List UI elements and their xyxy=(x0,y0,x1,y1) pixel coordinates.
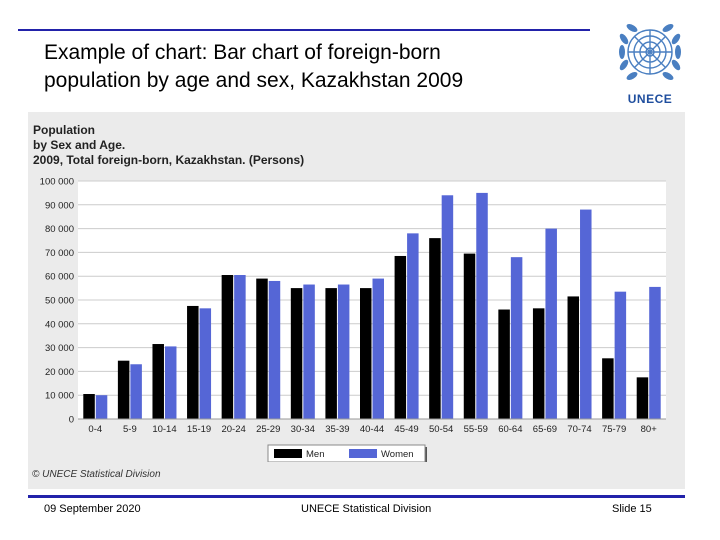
footer-slide-number: Slide 15 xyxy=(612,503,652,515)
bar-men xyxy=(325,288,337,419)
unece-logo: UNECE xyxy=(608,12,692,108)
x-tick-label: 0-4 xyxy=(88,424,102,435)
chart-title-line3: 2009, Total foreign-born, Kazakhstan. (P… xyxy=(33,153,305,167)
x-tick-label: 55-59 xyxy=(464,424,488,435)
bar-women xyxy=(476,192,488,419)
y-tick-label: 80 000 xyxy=(45,224,74,235)
x-tick-label: 45-49 xyxy=(394,424,418,435)
top-rule xyxy=(18,29,590,31)
bar-men xyxy=(221,275,234,419)
bar-women xyxy=(545,228,557,419)
bar-women xyxy=(234,275,246,419)
footer-date: 09 September 2020 xyxy=(44,503,141,515)
bar-men xyxy=(463,253,476,419)
bar-women xyxy=(372,278,384,419)
bar-men xyxy=(256,278,268,419)
y-tick-label: 100 000 xyxy=(40,177,74,188)
y-tick-label: 40 000 xyxy=(45,319,74,330)
bar-women xyxy=(407,233,419,419)
bottom-rule xyxy=(28,495,685,498)
bar-women xyxy=(614,291,627,419)
bar-men xyxy=(498,309,510,419)
x-tick-label: 50-54 xyxy=(429,424,453,435)
legend-swatch-women xyxy=(349,449,377,458)
bar-men xyxy=(567,296,580,419)
bar-women xyxy=(337,284,350,419)
x-tick-label: 5-9 xyxy=(123,424,137,435)
bar-women xyxy=(268,280,281,419)
x-tick-label: 30-34 xyxy=(291,424,315,435)
x-tick-label: 60-64 xyxy=(498,424,522,435)
bar-women xyxy=(441,195,454,419)
bar-men xyxy=(360,288,372,419)
x-tick-label: 70-74 xyxy=(567,424,591,435)
chart-title: Population by Sex and Age. 2009, Total f… xyxy=(33,123,304,168)
legend-box xyxy=(267,444,426,462)
bar-women xyxy=(164,346,177,419)
footer-org: UNECE Statistical Division xyxy=(301,503,432,515)
chart-panel: Population by Sex and Age. 2009, Total f… xyxy=(28,112,685,489)
chart-title-line2: by Sex and Age. xyxy=(33,138,126,152)
legend-label-men: Men xyxy=(306,449,324,460)
logo-text: UNECE xyxy=(627,92,673,106)
y-tick-label: 70 000 xyxy=(45,248,74,259)
slide-title-line1: Example of chart: Bar chart of foreign-b… xyxy=(44,41,441,64)
bar-men xyxy=(602,358,614,419)
bar-women xyxy=(510,257,523,419)
bar-men xyxy=(187,305,199,419)
bar-men xyxy=(636,377,649,419)
bar-men xyxy=(532,308,545,419)
bar-chart: 0 10 000 20 000 30 000 40 000 50 000 60 000 70 … xyxy=(40,177,666,462)
bar-women xyxy=(95,395,108,419)
x-tick-label: 75-79 xyxy=(602,424,626,435)
bar-men xyxy=(83,394,95,419)
x-tick-label: 35-39 xyxy=(325,424,349,435)
x-tick-label: 25-29 xyxy=(256,424,280,435)
bar-women xyxy=(649,286,661,419)
bar-men xyxy=(152,344,164,419)
legend-label-women: Women xyxy=(381,449,414,460)
bar-men xyxy=(117,360,130,419)
x-tick-label: 10-14 xyxy=(152,424,176,435)
bar-women xyxy=(303,284,315,419)
un-emblem-icon xyxy=(619,24,681,80)
bar-men xyxy=(394,255,407,419)
x-tick-label: 20-24 xyxy=(221,424,245,435)
y-tick-label: 20 000 xyxy=(45,367,74,378)
bar-men xyxy=(429,238,441,419)
x-tick-label: 65-69 xyxy=(533,424,557,435)
y-tick-label: 30 000 xyxy=(45,343,74,354)
x-tick-label: 15-19 xyxy=(187,424,211,435)
y-tick-label: 90 000 xyxy=(45,200,74,211)
bar-women xyxy=(199,308,212,419)
x-tick-label: 80+ xyxy=(641,424,658,435)
bar-men xyxy=(290,288,303,419)
y-tick-label: 0 xyxy=(69,415,74,426)
copyright-credit: © UNECE Statistical Division xyxy=(32,469,161,480)
slide-title-line2: population by age and sex, Kazakhstan 20… xyxy=(44,69,464,92)
legend-swatch-men xyxy=(274,449,302,458)
slide-title: Example of chart: Bar chart of foreign-b… xyxy=(44,39,589,95)
bar-women xyxy=(580,209,592,419)
chart-title-line1: Population xyxy=(33,123,95,137)
bar-women xyxy=(130,364,142,419)
y-tick-label: 10 000 xyxy=(45,391,74,402)
y-tick-label: 60 000 xyxy=(45,272,74,283)
y-tick-label: 50 000 xyxy=(45,296,74,307)
x-tick-label: 40-44 xyxy=(360,424,384,435)
